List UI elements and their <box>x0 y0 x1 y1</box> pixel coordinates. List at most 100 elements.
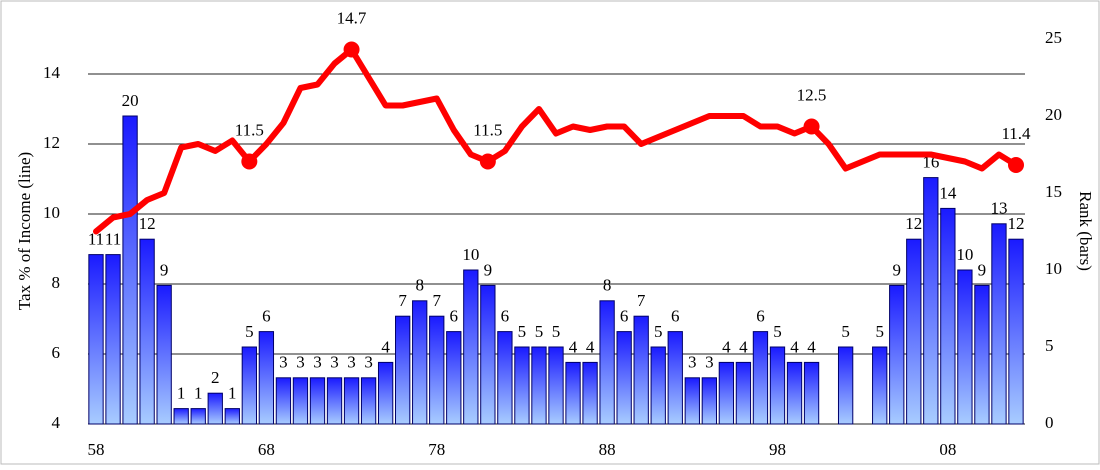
y2-axis-label: Rank (bars) <box>1076 191 1095 271</box>
bar <box>395 315 411 425</box>
bar-label: 11 <box>88 230 104 249</box>
bar <box>326 377 343 425</box>
line-marker <box>241 153 258 170</box>
bar-label: 4 <box>807 337 816 356</box>
bar <box>343 377 360 425</box>
bar-label: 10 <box>462 245 479 264</box>
bar <box>173 408 189 425</box>
bar <box>275 377 292 425</box>
bar <box>514 346 530 425</box>
bar-label: 1 <box>194 384 203 403</box>
bar-label: 3 <box>364 353 373 372</box>
bar-label: 9 <box>160 260 169 279</box>
bar <box>616 331 632 425</box>
y2-tick-label: 15 <box>1045 182 1062 201</box>
bar-label: 5 <box>841 322 850 341</box>
bar-label: 4 <box>569 337 578 356</box>
line-label: 14.7 <box>337 8 367 27</box>
bar-label: 10 <box>956 245 973 264</box>
bar-label: 7 <box>432 291 441 310</box>
bar <box>752 331 769 425</box>
bar-label: 5 <box>654 322 663 341</box>
x-tick-label: 88 <box>599 440 616 459</box>
bar <box>974 284 990 425</box>
bar-label: 7 <box>637 291 646 310</box>
bar-label: 3 <box>688 353 697 372</box>
bar <box>156 284 172 425</box>
bar <box>940 207 956 425</box>
x-tick-label: 98 <box>769 440 786 459</box>
bar <box>735 361 752 425</box>
bar <box>258 331 275 425</box>
bar <box>88 254 104 425</box>
bar <box>309 377 326 425</box>
bar-label: 20 <box>122 91 139 110</box>
bar <box>872 346 888 425</box>
x-tick-label: 68 <box>258 440 275 459</box>
bar-label: 4 <box>722 337 731 356</box>
bar-label: 12 <box>1008 214 1025 233</box>
bar <box>122 115 138 425</box>
y-tick-label: 12 <box>43 133 60 152</box>
bar <box>786 361 803 425</box>
bar-label: 12 <box>905 214 922 233</box>
bar-label: 5 <box>875 322 884 341</box>
bar <box>292 377 309 425</box>
bar-label: 1 <box>177 384 186 403</box>
line-label: 11.5 <box>235 120 264 139</box>
bar <box>889 284 905 425</box>
bar-label: 4 <box>739 337 748 356</box>
bar-label: 9 <box>484 260 493 279</box>
bar-label: 3 <box>279 353 288 372</box>
y2-tick-label: 20 <box>1045 105 1062 124</box>
y2-tick-label: 5 <box>1045 336 1054 355</box>
bar <box>923 177 939 425</box>
bar-label: 3 <box>330 353 339 372</box>
bar <box>633 315 649 425</box>
bar <box>803 361 820 425</box>
x-tick-label: 08 <box>939 440 956 459</box>
bar-label: 2 <box>211 368 220 387</box>
line-marker <box>343 41 360 58</box>
bar <box>480 284 496 425</box>
bar-label: 14 <box>939 183 957 202</box>
bar-label: 3 <box>347 353 356 372</box>
bar-label: 1 <box>228 384 237 403</box>
bar-label: 6 <box>450 307 459 326</box>
bar <box>207 392 223 425</box>
bar <box>190 408 206 425</box>
bar <box>701 377 717 425</box>
bar-label: 5 <box>518 322 527 341</box>
bar-label: 5 <box>773 322 782 341</box>
bar-label: 13 <box>990 199 1007 218</box>
bar <box>446 331 462 425</box>
line-marker <box>479 153 496 170</box>
bar-label: 6 <box>671 307 680 326</box>
bar-label: 3 <box>313 353 322 372</box>
bar <box>377 361 394 425</box>
bar <box>582 361 598 425</box>
bar <box>650 346 666 425</box>
bar <box>684 377 700 425</box>
line-label: 11.4 <box>1001 124 1031 143</box>
bar-label: 6 <box>620 307 629 326</box>
bar <box>599 300 615 425</box>
line-label: 12.5 <box>797 85 827 104</box>
y-tick-label: 4 <box>52 413 61 432</box>
bar <box>105 254 121 425</box>
y-tick-label: 10 <box>43 203 60 222</box>
y2-tick-label: 25 <box>1045 28 1062 47</box>
y-tick-label: 8 <box>52 273 61 292</box>
bar-label: 5 <box>245 322 254 341</box>
bar-label: 12 <box>139 214 156 233</box>
bar <box>718 361 735 425</box>
bar-label: 4 <box>790 337 799 356</box>
line-label: 11.5 <box>473 120 502 139</box>
bar-label: 8 <box>603 276 612 295</box>
bar-label: 6 <box>756 307 765 326</box>
bar-label: 6 <box>501 307 510 326</box>
bar <box>837 346 854 425</box>
bar <box>548 346 564 425</box>
bar-label: 8 <box>415 276 424 295</box>
